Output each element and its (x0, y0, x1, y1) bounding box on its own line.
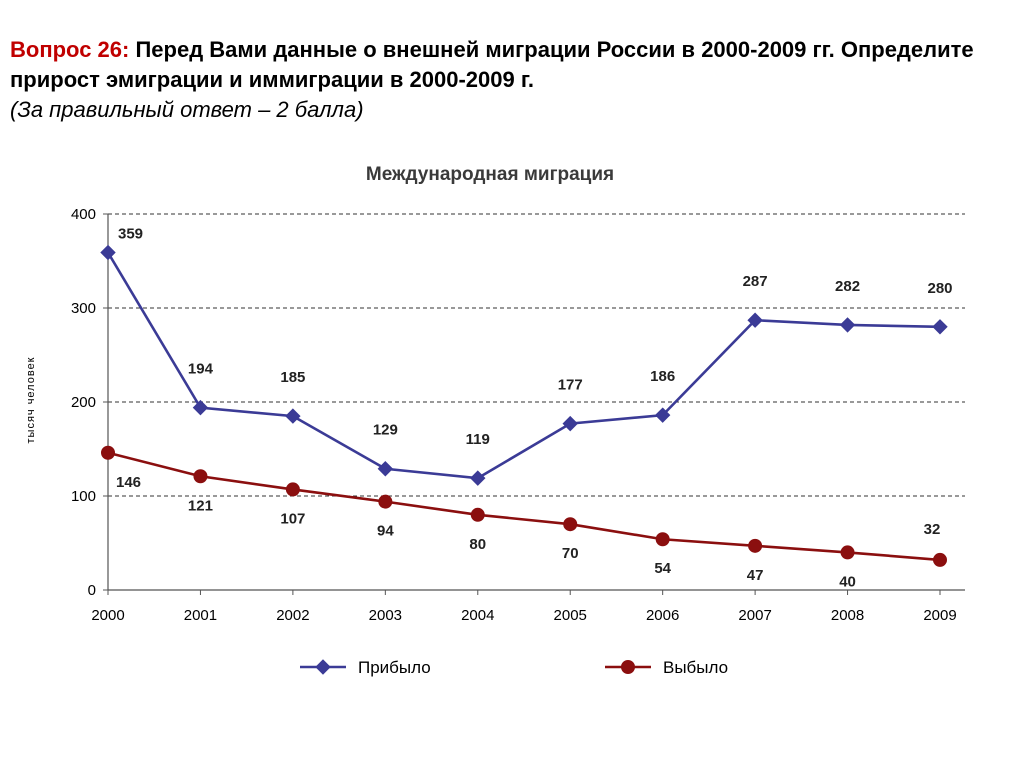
series-line-2 (107, 451, 941, 562)
legend-marker-1 (315, 659, 331, 675)
data-label-1-2009: 280 (927, 280, 952, 297)
data-point-1-2008 (839, 317, 856, 333)
y-tick-label-100: 100 (71, 488, 96, 505)
data-label-1-2002: 185 (280, 369, 305, 386)
x-tick-label-2009: 2009 (923, 607, 956, 624)
data-point-1-2007 (747, 312, 763, 328)
x-tick-label-2000: 2000 (91, 607, 124, 624)
legend-label-1: Прибыло (358, 658, 431, 677)
data-label-2-2006: 54 (654, 560, 671, 577)
data-label-1-2005: 177 (558, 377, 583, 394)
data-point-1-2005 (562, 415, 578, 432)
x-tick-label-2002: 2002 (276, 607, 309, 624)
x-tick-label-2003: 2003 (369, 607, 402, 624)
data-label-2-2007: 47 (747, 567, 764, 584)
y-tick-label-300: 300 (71, 300, 96, 317)
data-label-2-2008: 40 (839, 573, 856, 590)
data-point-1-2002 (285, 408, 301, 424)
legend-item-1: Прибыло (300, 658, 431, 677)
data-label-2-2002: 107 (280, 510, 305, 527)
y-tick-label-400: 400 (71, 206, 96, 223)
data-label-1-2001: 194 (188, 361, 214, 378)
data-label-2-2001: 121 (188, 497, 213, 514)
data-point-1-2006 (654, 407, 671, 423)
x-tick-label-2005: 2005 (554, 607, 587, 624)
data-point-2-2004 (470, 507, 485, 522)
series-1: 359 194 185 129 119 177 186 287 282 280 (100, 226, 953, 486)
chart-title: Международная миграция (366, 164, 614, 185)
data-point-2-2003 (378, 494, 393, 509)
question-label: Вопрос 26: (10, 37, 130, 62)
legend-item-2: Выбыло (605, 658, 728, 677)
data-label-2-2005: 70 (562, 545, 579, 562)
data-label-1-2003: 129 (373, 422, 398, 439)
data-label-2-2009: 32 (924, 521, 941, 538)
data-point-2-2008 (840, 545, 855, 560)
data-label-1-2008: 282 (835, 278, 860, 295)
y-tick-label-200: 200 (71, 394, 96, 411)
legend: Прибыло Выбыло (300, 658, 728, 677)
legend-label-2: Выбыло (663, 658, 728, 677)
y-axis-label: тысяч человек (25, 357, 37, 444)
data-point-1-2001 (192, 399, 209, 416)
data-point-2-2002 (285, 482, 300, 497)
question-block: Вопрос 26: Перед Вами данные о внешней м… (10, 35, 1010, 125)
question-note: (За правильный ответ – 2 балла) (10, 97, 364, 122)
x-tick-label-2007: 2007 (738, 607, 771, 624)
data-label-2-2003: 94 (377, 523, 394, 540)
data-point-2-2009 (933, 552, 947, 567)
x-tick-label-2006: 2006 (646, 607, 679, 624)
data-label-1-2004: 119 (466, 431, 490, 448)
series-2: 146 121 107 94 80 70 54 47 40 32 (101, 445, 947, 590)
data-point-2-2000 (101, 445, 115, 460)
x-tick-label-2004: 2004 (461, 607, 494, 624)
data-label-1-2006: 186 (650, 368, 675, 385)
x-tick-labels: 2000 2001 2002 2003 2004 2005 2006 2007 2008 2009 (91, 607, 956, 624)
data-point-2-2007 (748, 538, 763, 553)
x-tick-label-2001: 2001 (184, 607, 217, 624)
data-point-2-2005 (563, 517, 578, 532)
data-point-2-2006 (655, 532, 670, 547)
data-point-1-2000 (100, 244, 116, 261)
series-line-1 (106, 251, 941, 480)
series-group: 359 194 185 129 119 177 186 287 282 280 146 121 107 9… (100, 226, 953, 590)
question-text: Перед Вами данные о внешней миграции Рос… (10, 37, 974, 92)
data-point-1-2003 (377, 461, 394, 477)
data-point-1-2004 (470, 470, 486, 486)
data-label-2-2004: 80 (469, 536, 486, 553)
data-point-2-2001 (193, 469, 208, 484)
data-label-1-2007: 287 (743, 273, 768, 290)
data-label-1-2000: 359 (118, 226, 143, 243)
y-tick-label-0: 0 (88, 582, 96, 599)
axes (103, 213, 965, 595)
y-tick-labels: 0 100 200 300 400 (71, 206, 96, 599)
data-label-2-2000: 146 (116, 474, 141, 491)
x-tick-label-2008: 2008 (831, 607, 864, 624)
data-point-1-2009 (932, 319, 948, 335)
grid-lines (108, 213, 965, 497)
legend-marker-2 (621, 660, 635, 674)
